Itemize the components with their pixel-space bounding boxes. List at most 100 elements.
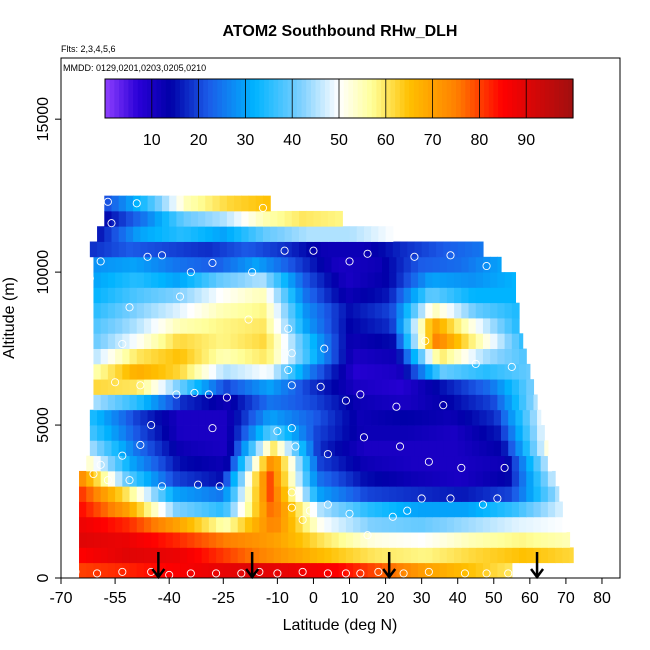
heatmap-cell [468, 318, 477, 334]
heatmap-cell [374, 287, 383, 304]
heatmap-cell [288, 318, 297, 334]
heatmap-cell [100, 287, 109, 304]
heatmap-cell [273, 348, 282, 365]
heatmap-cell [291, 241, 300, 258]
heatmap-cell [353, 470, 361, 487]
heatmap-cell [187, 272, 196, 288]
heatmap-cell [100, 486, 109, 502]
heatmap-cell [237, 302, 246, 319]
heatmap-cell [446, 318, 455, 334]
heatmap-cell [266, 348, 275, 365]
heatmap-cell [331, 547, 340, 564]
heatmap-cell [241, 241, 250, 258]
heatmap-cell [288, 302, 297, 319]
heatmap-cell [223, 486, 232, 502]
heatmap-cell [129, 547, 138, 564]
heatmap-cell [421, 425, 430, 441]
heatmap-cell [504, 333, 513, 349]
heatmap-cell [385, 226, 394, 242]
x-tick-label: -25 [212, 590, 235, 607]
heatmap-cell [446, 501, 455, 518]
heatmap-cell [306, 425, 315, 441]
heatmap-cell [342, 241, 351, 258]
heatmap-cell [381, 379, 390, 395]
heatmap-cell [479, 241, 484, 258]
heatmap-cell [147, 226, 156, 242]
heatmap-cell [425, 379, 434, 395]
heatmap-cell [288, 501, 297, 518]
heatmap-cell [255, 226, 264, 242]
colorbar-tick-label: 30 [237, 132, 255, 149]
heatmap-cell [295, 470, 304, 487]
heatmap-cell [353, 516, 361, 533]
heatmap-cell [295, 547, 304, 564]
heatmap-cell [367, 363, 376, 380]
heatmap-cell [295, 363, 304, 380]
heatmap-cell [223, 501, 232, 518]
heatmap-cell [306, 409, 315, 426]
heatmap-cell [205, 409, 214, 426]
heatmap-cell [140, 210, 149, 227]
heatmap-cell [403, 379, 412, 395]
heatmap-cell [511, 272, 517, 288]
heatmap-cell [511, 394, 520, 411]
heatmap-cell [252, 394, 260, 411]
heatmap-cell [136, 363, 145, 380]
colorbar-segment [488, 79, 495, 118]
heatmap-cell [324, 394, 333, 411]
heatmap-cell [187, 501, 196, 518]
heatmap-cell [468, 516, 477, 533]
heatmap-cell [335, 241, 343, 258]
sample-point [493, 494, 502, 503]
heatmap-cell [226, 210, 235, 227]
heatmap-cell [234, 195, 242, 212]
colorbar-tick-label: 20 [190, 132, 208, 149]
heatmap-cell [172, 272, 181, 288]
sample-point [273, 427, 282, 436]
heatmap-cell [302, 318, 311, 334]
heatmap-cell [389, 333, 397, 349]
heatmap-cell [299, 241, 307, 258]
colorbar-segment [240, 79, 246, 118]
heatmap-cell [425, 455, 434, 472]
heatmap-cell [187, 379, 196, 395]
heatmap-cell [410, 516, 419, 533]
heatmap-cell [158, 470, 167, 487]
heatmap-cell [446, 394, 455, 411]
heatmap-cell [493, 440, 502, 457]
heatmap-cell [107, 455, 116, 472]
heatmap-cell [158, 516, 167, 533]
colorbar-segment [441, 79, 448, 118]
heatmap-cell [540, 516, 549, 533]
colorbar-segment [395, 79, 401, 118]
heatmap-cell [555, 547, 563, 564]
heatmap-cell [374, 455, 383, 472]
heatmap-cell [216, 470, 224, 487]
heatmap-cell [244, 501, 253, 518]
heatmap-cell [497, 455, 506, 472]
heatmap-cell [259, 455, 268, 472]
heatmap-cell [482, 394, 491, 411]
heatmap-cell [464, 440, 473, 457]
heatmap-cell [216, 394, 224, 411]
profile-arrow [245, 552, 260, 580]
heatmap-cell [504, 516, 513, 533]
heatmap-cell [454, 486, 462, 502]
heatmap-cell [288, 562, 297, 578]
heatmap-cell [526, 532, 535, 548]
heatmap-cell [400, 409, 408, 426]
heatmap-cell [244, 394, 253, 411]
colorbar-segment [484, 79, 490, 118]
heatmap-cell [317, 547, 325, 564]
heatmap-cell [107, 256, 116, 273]
heatmap-cell [180, 501, 188, 518]
heatmap-cell [234, 409, 242, 426]
heatmap-cell [490, 470, 498, 487]
heatmap-cell [97, 241, 105, 258]
heatmap-cell [309, 287, 318, 304]
heatmap-cell [180, 562, 188, 578]
heatmap-cell [482, 562, 491, 578]
heatmap-cell [234, 210, 242, 227]
heatmap-cell [425, 516, 434, 533]
sample-point [345, 509, 354, 518]
